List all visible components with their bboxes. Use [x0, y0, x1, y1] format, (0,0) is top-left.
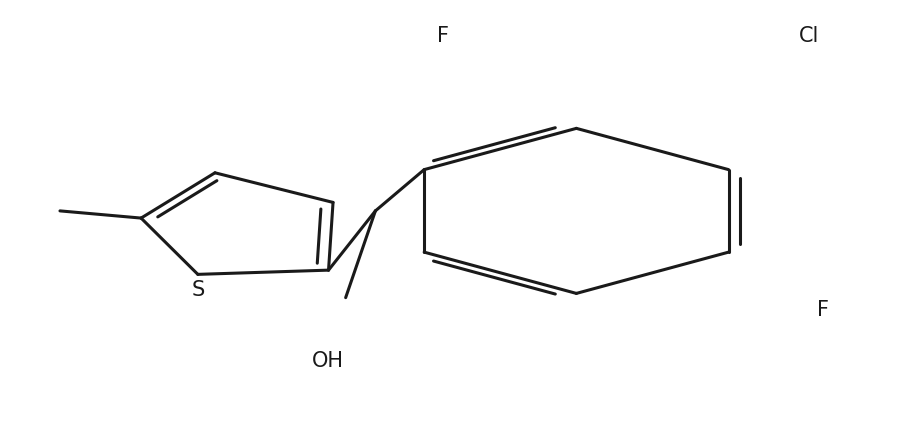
Text: F: F [436, 26, 449, 46]
Text: S: S [191, 280, 204, 300]
Text: F: F [816, 300, 828, 320]
Text: OH: OH [312, 351, 343, 371]
Text: Cl: Cl [798, 26, 818, 46]
